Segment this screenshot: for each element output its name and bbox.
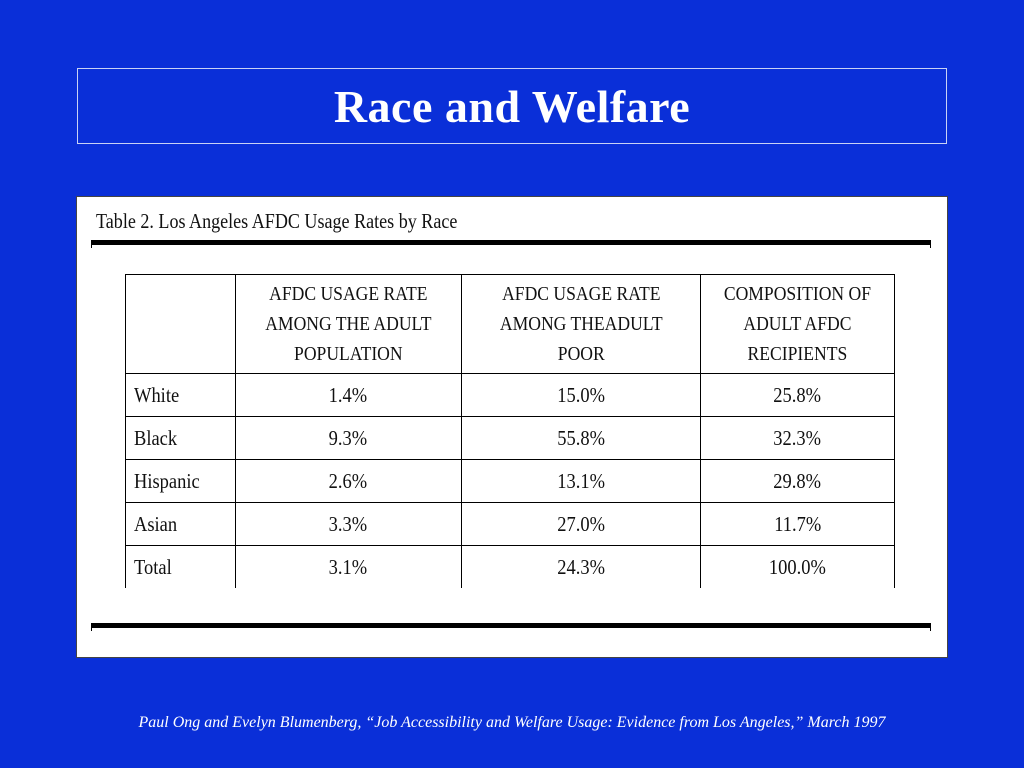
table-row: Total 3.1% 24.3% 100.0% <box>125 545 895 588</box>
table-header-row: AFDC USAGE RATE AMONG THE ADULT POPULATI… <box>125 274 895 374</box>
table-row: Asian 3.3% 27.0% 11.7% <box>125 502 895 546</box>
header-cell-composition: COMPOSITION OF ADULT AFDC RECIPIENTS <box>700 274 895 374</box>
table-row: Hispanic 2.6% 13.1% 29.8% <box>125 459 895 503</box>
composition-cell: 25.8% <box>700 373 895 417</box>
header-cell-race <box>125 274 236 374</box>
adult-rate-cell: 3.1% <box>234 545 462 588</box>
table-figure: Table 2. Los Angeles AFDC Usage Rates by… <box>76 196 948 658</box>
composition-cell: 32.3% <box>700 416 895 460</box>
composition-cell: 11.7% <box>700 502 895 546</box>
race-cell: Total <box>125 545 236 588</box>
poor-rate-cell: 24.3% <box>460 545 702 588</box>
race-cell: White <box>125 373 236 417</box>
composition-cell: 100.0% <box>700 545 895 588</box>
table-row: White 1.4% 15.0% 25.8% <box>125 373 895 417</box>
bottom-rule <box>91 623 931 631</box>
afdc-table: AFDC USAGE RATE AMONG THE ADULT POPULATI… <box>125 274 895 588</box>
header-cell-adult-rate: AFDC USAGE RATE AMONG THE ADULT POPULATI… <box>234 274 462 374</box>
poor-rate-cell: 55.8% <box>460 416 702 460</box>
adult-rate-cell: 2.6% <box>234 459 462 503</box>
table-caption: Table 2. Los Angeles AFDC Usage Rates by… <box>96 209 458 233</box>
table-row: Black 9.3% 55.8% 32.3% <box>125 416 895 460</box>
composition-cell: 29.8% <box>700 459 895 503</box>
race-cell: Black <box>125 416 236 460</box>
poor-rate-cell: 15.0% <box>460 373 702 417</box>
source-citation: Paul Ong and Evelyn Blumenberg, “Job Acc… <box>138 714 886 731</box>
poor-rate-cell: 13.1% <box>460 459 702 503</box>
top-rule <box>91 240 931 248</box>
poor-rate-cell: 27.0% <box>460 502 702 546</box>
header-cell-poor-rate: AFDC USAGE RATE AMONG THEADULT POOR <box>460 274 702 374</box>
adult-rate-cell: 9.3% <box>234 416 462 460</box>
adult-rate-cell: 3.3% <box>234 502 462 546</box>
slide-title: Race and Welfare <box>333 80 691 132</box>
adult-rate-cell: 1.4% <box>234 373 462 417</box>
race-cell: Hispanic <box>125 459 236 503</box>
race-cell: Asian <box>125 502 236 546</box>
title-box: Race and Welfare <box>77 68 947 144</box>
